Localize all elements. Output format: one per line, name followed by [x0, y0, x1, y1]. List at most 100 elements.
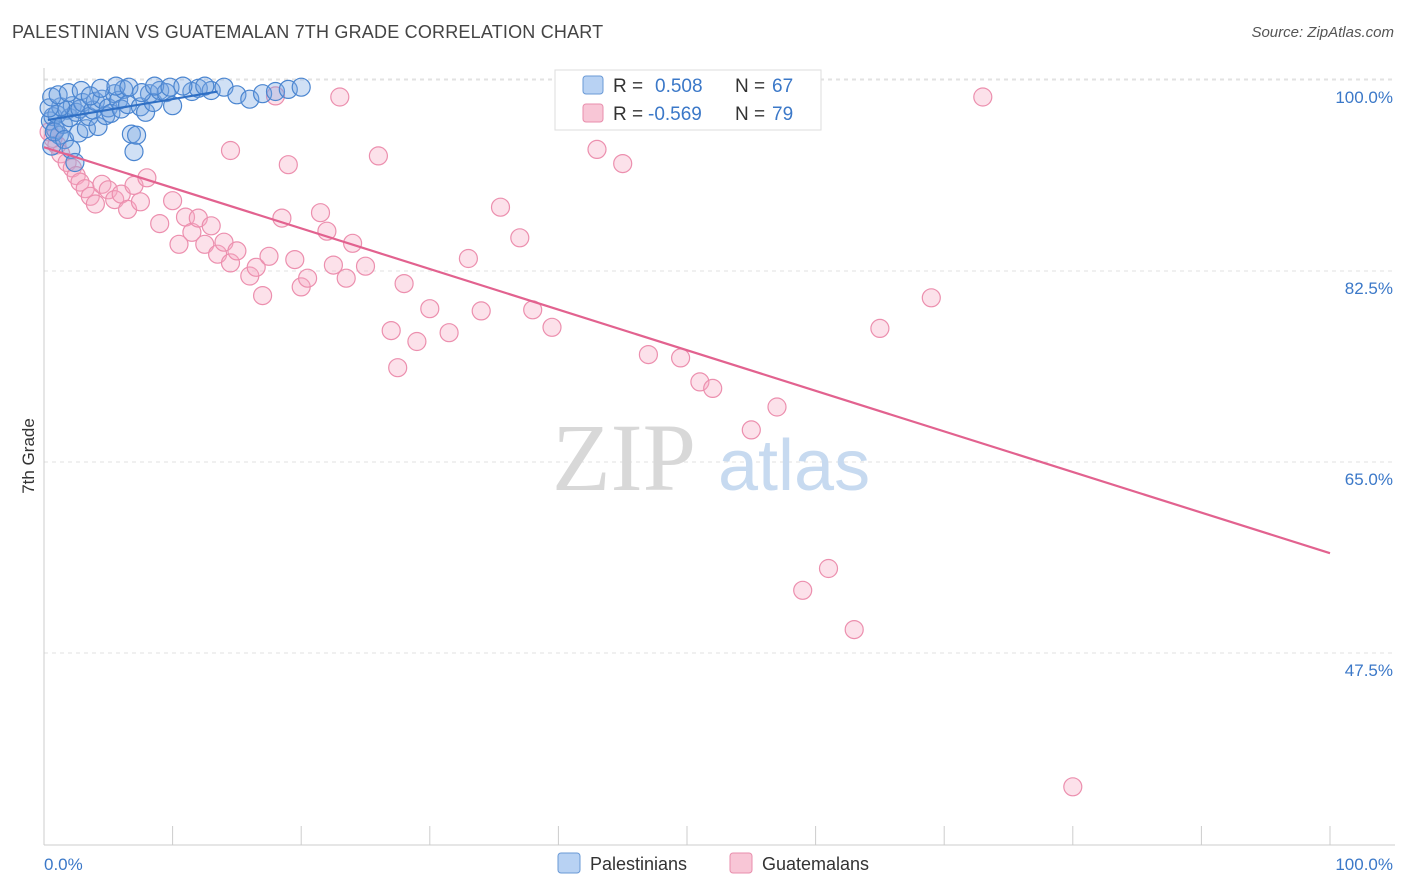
point-palestinians [124, 142, 144, 162]
legend-label-palestinians: Palestinians [590, 854, 687, 874]
y-tick-label: 65.0% [1345, 470, 1393, 489]
point-guatemalans [323, 255, 343, 275]
point-guatemalans [343, 233, 363, 253]
point-guatemalans [613, 154, 633, 174]
point-guatemalans [336, 268, 356, 288]
chart-source: Source: ZipAtlas.com [1251, 24, 1394, 41]
point-guatemalans [793, 580, 813, 600]
stats-r-value-palestinians: 0.508 [655, 76, 703, 97]
stats-n-value-palestinians: 67 [772, 76, 793, 97]
stats-n-label-1: N = [735, 76, 765, 97]
point-guatemalans [220, 140, 241, 161]
watermark-zip: ZIP [552, 404, 696, 511]
point-guatemalans [195, 234, 215, 254]
point-guatemalans [182, 222, 202, 242]
x-tick-label-min: 0.0% [44, 855, 83, 874]
point-guatemalans [381, 321, 401, 341]
point-guatemalans [285, 250, 305, 270]
point-guatemalans [767, 397, 787, 417]
point-guatemalans [439, 323, 459, 343]
point-guatemalans [227, 241, 247, 261]
point-guatemalans [169, 234, 189, 254]
point-palestinians [291, 77, 311, 97]
stats-r-label-2: R = [613, 104, 643, 125]
point-guatemalans [670, 348, 691, 368]
point-palestinians [119, 77, 139, 97]
point-guatemalans [278, 155, 298, 175]
point-guatemalans [407, 331, 427, 352]
y-axis-label: 7th Grade [19, 418, 38, 494]
point-palestinians [145, 76, 165, 96]
y-tick-label: 82.5% [1345, 279, 1393, 298]
point-guatemalans [298, 268, 318, 288]
stats-legend-swatch-palestinians [582, 75, 604, 95]
point-guatemalans [458, 248, 478, 269]
point-guatemalans [703, 378, 723, 398]
x-tick-label-max: 100.0% [1335, 855, 1393, 874]
point-guatemalans [70, 172, 90, 192]
stats-r-value-guatemalans: -0.569 [648, 104, 702, 125]
point-guatemalans [870, 318, 890, 338]
point-guatemalans [844, 619, 864, 640]
point-palestinians [54, 130, 75, 150]
legend-swatch-guatemalans [729, 852, 753, 874]
series-legend: Palestinians Guatemalans [557, 852, 869, 874]
point-guatemalans [394, 274, 414, 294]
point-guatemalans [587, 139, 607, 159]
point-guatemalans [490, 197, 511, 217]
legend-swatch-palestinians [557, 852, 581, 874]
point-guatemalans [246, 257, 266, 277]
point-guatemalans [368, 146, 388, 166]
trendline-guatemalans [43, 146, 1331, 555]
point-guatemalans [638, 345, 659, 365]
stats-legend-swatch-guatemalans [582, 103, 604, 123]
legend-label-guatemalans: Guatemalans [762, 854, 869, 874]
point-guatemalans [330, 87, 350, 107]
point-guatemalans [253, 286, 273, 306]
trendlines [43, 90, 1331, 555]
gridlines [44, 78, 1395, 654]
axes [43, 68, 1395, 846]
watermark-atlas: atlas [718, 426, 870, 506]
point-guatemalans [741, 420, 761, 440]
point-palestinians [240, 89, 260, 109]
point-guatemalans [471, 301, 491, 321]
point-palestinians [88, 116, 108, 137]
point-guatemalans [259, 246, 279, 266]
chart-title: PALESTINIAN VS GUATEMALAN 7TH GRADE CORR… [12, 22, 604, 42]
stats-n-label-2: N = [735, 104, 765, 125]
stats-legend: R = 0.508 N = 67 R = -0.569 N = 79 [554, 69, 822, 131]
point-guatemalans [542, 317, 562, 337]
point-guatemalans [1063, 777, 1083, 797]
point-guatemalans [150, 214, 170, 234]
point-guatemalans [163, 191, 183, 211]
point-palestinians [71, 80, 91, 101]
point-guatemalans [310, 203, 331, 223]
point-guatemalans [220, 253, 241, 273]
point-palestinians [76, 119, 97, 139]
watermark: ZIP atlas [552, 404, 870, 511]
point-guatemalans [420, 299, 440, 319]
point-guatemalans [973, 87, 993, 107]
point-palestinians [90, 78, 111, 98]
y-tick-label: 100.0% [1335, 88, 1393, 107]
point-guatemalans [201, 216, 221, 236]
point-guatemalans [388, 358, 408, 378]
point-palestinians [80, 86, 100, 106]
stats-r-label-1: R = [613, 76, 643, 97]
series-palestinians [39, 76, 311, 173]
y-tick-label: 47.5% [1345, 661, 1393, 680]
trendline-palestinians [47, 90, 218, 122]
point-guatemalans [818, 558, 839, 579]
point-guatemalans [85, 194, 106, 214]
y-tick-labels: 47.5% 65.0% 82.5% 100.0% [1335, 88, 1393, 680]
point-guatemalans [355, 256, 376, 276]
stats-n-value-guatemalans: 79 [772, 104, 793, 125]
x-ticks [43, 826, 1331, 845]
point-guatemalans [921, 288, 941, 308]
point-palestinians [163, 96, 183, 116]
point-palestinians [195, 76, 215, 96]
point-guatemalans [510, 228, 530, 248]
point-palestinians [173, 76, 193, 96]
